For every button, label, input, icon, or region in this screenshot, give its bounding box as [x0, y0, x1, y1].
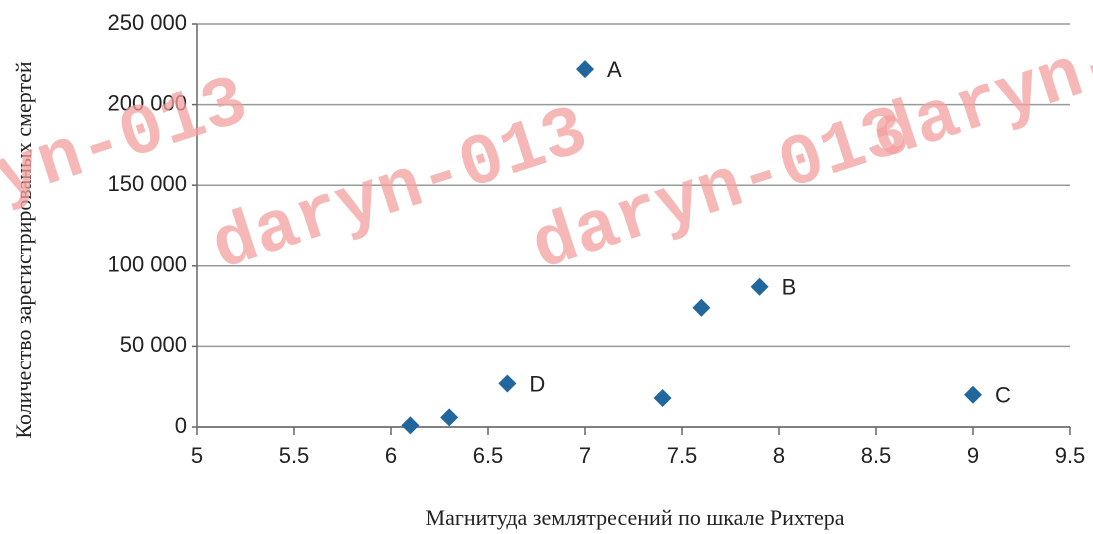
x-tick-label: 5	[191, 443, 203, 468]
x-tick-label: 7.5	[667, 443, 698, 468]
y-tick-label: 200 000	[107, 90, 187, 115]
x-axis-title: Магнитуда землятресений по шкале Рихтера	[426, 505, 845, 530]
y-tick-label: 250 000	[107, 10, 187, 35]
point-label: A	[607, 57, 622, 82]
x-tick-label: 6	[385, 443, 397, 468]
y-tick-label: 100 000	[107, 252, 187, 277]
point	[440, 408, 459, 427]
point	[964, 385, 982, 404]
y-tick-label: 0	[175, 413, 187, 438]
point	[498, 374, 517, 393]
y-tick-label: 50 000	[120, 332, 187, 357]
point	[401, 416, 420, 435]
x-tick-label: 7	[579, 443, 591, 468]
watermark: daryn-013	[862, 0, 1093, 179]
y-tick-label: 150 000	[107, 171, 187, 196]
x-tick-label: 8.5	[861, 443, 892, 468]
x-tick-label: 8	[773, 443, 785, 468]
point-label: C	[995, 383, 1011, 408]
x-tick-label: 6.5	[473, 443, 504, 468]
x-tick-label: 9	[967, 443, 979, 468]
y-axis-title: Количество зарегистрированых смертей	[11, 61, 36, 438]
point	[653, 388, 672, 407]
point-label: D	[529, 371, 545, 396]
x-tick-label: 5.5	[279, 443, 310, 468]
point	[750, 277, 769, 296]
point-label: B	[782, 275, 797, 300]
point	[576, 60, 594, 79]
x-tick-label: 9.5	[1055, 443, 1086, 468]
point	[692, 298, 711, 317]
